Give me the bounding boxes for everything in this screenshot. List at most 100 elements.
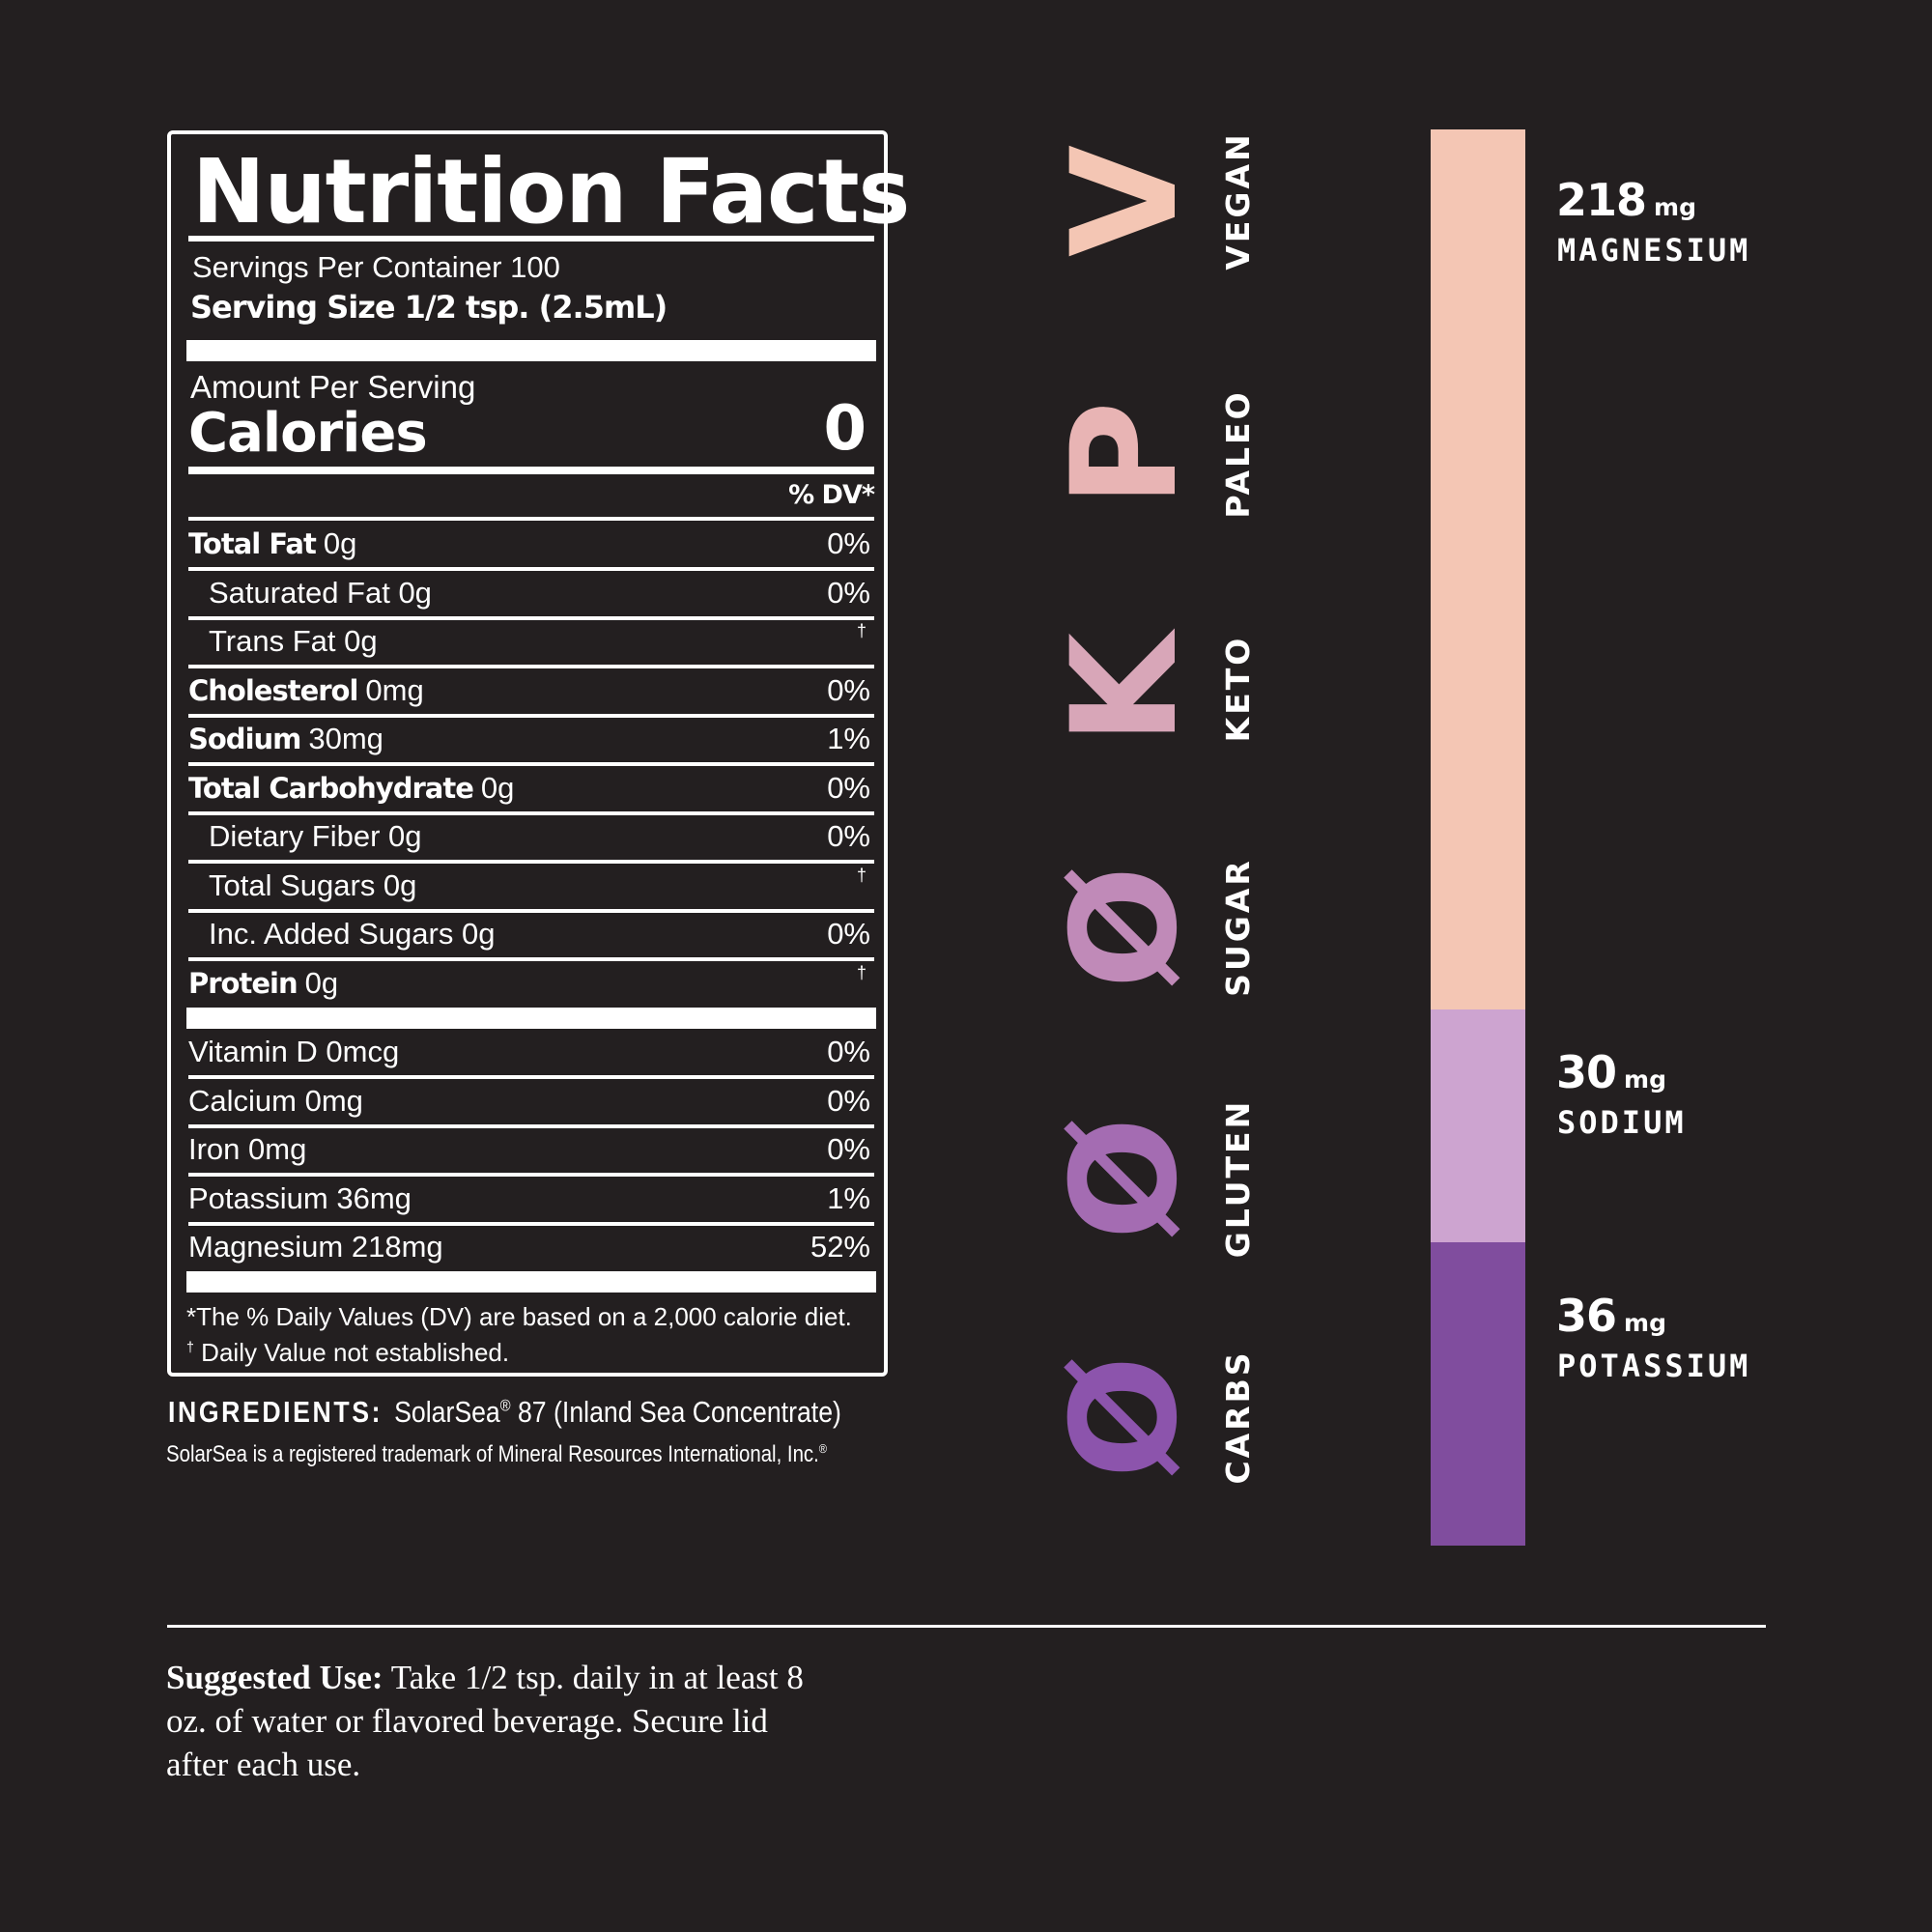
badge-label-sugar-free: SUGAR <box>1219 858 1257 997</box>
micronutrient-row: Calcium 0mg 0% <box>188 1078 874 1122</box>
nutrient-row: Total Carbohydrate 0g 0% <box>188 765 874 810</box>
footnote-dagger-text: Daily Value not established. <box>193 1338 510 1367</box>
thick-divider <box>186 340 876 361</box>
servings-per-container: Servings Per Container 100 <box>192 250 560 284</box>
nutrient-dv: 1% <box>827 722 870 755</box>
thick-divider <box>186 1008 876 1029</box>
nutrient-name: Saturated Fat 0g <box>209 576 432 611</box>
nutrient-bold-label: Total Fat <box>188 527 317 560</box>
badge-label-carb-free: CARBS <box>1219 1350 1257 1485</box>
mineral-amount: 30 mg <box>1556 1046 1666 1098</box>
divider <box>188 517 874 521</box>
calories-value: 0 <box>823 393 867 465</box>
nutrient-name: Magnesium 218mg <box>188 1230 443 1264</box>
paleo-icon: P <box>1041 401 1209 507</box>
mineral-name: POTASSIUM <box>1557 1348 1751 1384</box>
divider <box>188 1221 874 1226</box>
divider <box>188 467 874 474</box>
nutrient-bold-label: Total Carbohydrate <box>188 771 474 805</box>
serving-size: Serving Size 1/2 tsp. (2.5mL) <box>190 289 668 326</box>
nutrient-row: Total Sugars 0g † <box>188 863 874 907</box>
nutrient-dv: 0% <box>827 819 870 853</box>
nutrition-facts-panel: Nutrition Facts Servings Per Container 1… <box>167 130 910 1377</box>
mineral-unit: mg <box>1624 1309 1666 1337</box>
nutrient-name: Protein 0g <box>188 966 338 1001</box>
mineral-value: 36 <box>1556 1290 1617 1342</box>
divider <box>188 1123 874 1128</box>
ingredients-label: INGREDIENTS: <box>168 1395 384 1429</box>
nutrient-name: Total Sugars 0g <box>209 868 416 903</box>
nutrient-amount: Inc. Added Sugars 0g <box>209 917 496 951</box>
ingredient-detail: 87 (Inland Sea Concentrate) <box>510 1395 841 1429</box>
keto-icon: K <box>1041 632 1209 746</box>
sugar-free-icon: Ø <box>1041 866 1209 989</box>
nutrient-name: Iron 0mg <box>188 1132 307 1166</box>
thick-divider <box>186 1271 876 1293</box>
nutrient-amount: Saturated Fat 0g <box>209 575 432 610</box>
mineral-unit: mg <box>1624 1065 1666 1094</box>
nutrient-row: Dietary Fiber 0g 0% <box>188 813 874 858</box>
calories-label: Calories <box>188 402 428 465</box>
nutrient-bold-label: Protein <box>188 966 298 1000</box>
nutrient-name: Potassium 36mg <box>188 1180 412 1215</box>
section-divider <box>167 1625 1766 1628</box>
suggested-use-text: Take 1/2 tsp. daily in at least 8 oz. of… <box>166 1659 804 1783</box>
nutrient-dv: 1% <box>827 1180 870 1215</box>
nutrient-row: Total Fat 0g 0% <box>188 521 874 565</box>
nutrient-name: Cholesterol 0mg <box>188 673 424 708</box>
nutrient-dv: 0% <box>827 1132 870 1166</box>
footnote-dv: *The % Daily Values (DV) are based on a … <box>186 1302 852 1331</box>
registered-mark: ® <box>499 1396 511 1415</box>
registered-mark: ® <box>818 1441 828 1456</box>
nutrient-amount: Dietary Fiber 0g <box>209 819 422 853</box>
nutrient-amount: 0mg <box>365 672 424 707</box>
mineral-value: 30 <box>1556 1046 1617 1098</box>
nutrient-row: Trans Fat 0g † <box>188 618 874 663</box>
micronutrient-row: Iron 0mg 0% <box>188 1126 874 1171</box>
bar-segment-sodium <box>1431 1009 1525 1242</box>
divider <box>188 1173 874 1177</box>
nutrient-bold-label: Sodium <box>188 723 301 755</box>
vegan-icon: V <box>1041 144 1209 258</box>
micronutrient-row: Vitamin D 0mcg 0% <box>188 1029 874 1073</box>
nutrient-amount: 0g <box>480 770 515 805</box>
nutrient-amount: Trans Fat 0g <box>209 624 378 658</box>
mineral-name: MAGNESIUM <box>1557 232 1751 269</box>
nutrient-amount: 0g <box>323 526 357 560</box>
nutrient-row: Cholesterol 0mg 0% <box>188 668 874 712</box>
divider <box>188 1075 874 1079</box>
mineral-amount: 36 mg <box>1556 1290 1666 1342</box>
suggested-use: Suggested Use: Take 1/2 tsp. daily in at… <box>166 1656 823 1786</box>
micronutrient-row: Potassium 36mg 1% <box>188 1176 874 1220</box>
nutrition-facts-title: Nutrition Facts <box>192 140 910 243</box>
nutrient-name: Total Fat 0g <box>188 526 356 561</box>
nutrient-dv: † <box>856 962 867 982</box>
badge-label-keto: KETO <box>1219 635 1257 743</box>
nutrient-amount: 0g <box>304 965 339 1000</box>
nutrient-dv: † <box>856 865 867 885</box>
divider <box>188 665 874 668</box>
nutrient-dv: 0% <box>827 1083 870 1118</box>
divider <box>188 810 874 815</box>
nutrient-name: Dietary Fiber 0g <box>209 819 422 854</box>
divider <box>188 615 874 620</box>
nutrient-dv: 0% <box>827 917 870 951</box>
dv-header: % DV* <box>788 480 875 510</box>
amount-per-serving: Amount Per Serving <box>190 369 476 405</box>
nutrient-name: Vitamin D 0mcg <box>188 1035 400 1068</box>
nutrient-row: Sodium 30mg 1% <box>188 716 874 760</box>
nutrient-row: Saturated Fat 0g 0% <box>188 570 874 614</box>
nutrient-dv: 0% <box>827 526 870 560</box>
badge-label-gluten-free: GLUTEN <box>1219 1098 1257 1259</box>
nutrient-dv: 0% <box>827 1035 870 1068</box>
micronutrient-row: Magnesium 218mg 52% <box>188 1224 874 1268</box>
divider <box>188 957 874 961</box>
badge-label-vegan: VEGAN <box>1219 131 1257 270</box>
trademark-text: SolarSea is a registered trademark of Mi… <box>166 1441 819 1467</box>
nutrient-row: Protein 0g † <box>188 960 874 1005</box>
nutrient-name: Calcium 0mg <box>188 1083 363 1118</box>
suggested-use-label: Suggested Use: <box>166 1659 384 1696</box>
nutrient-dv: † <box>856 621 867 640</box>
bar-segment-potassium <box>1431 1242 1525 1546</box>
gluten-free-icon: Ø <box>1041 1117 1209 1240</box>
